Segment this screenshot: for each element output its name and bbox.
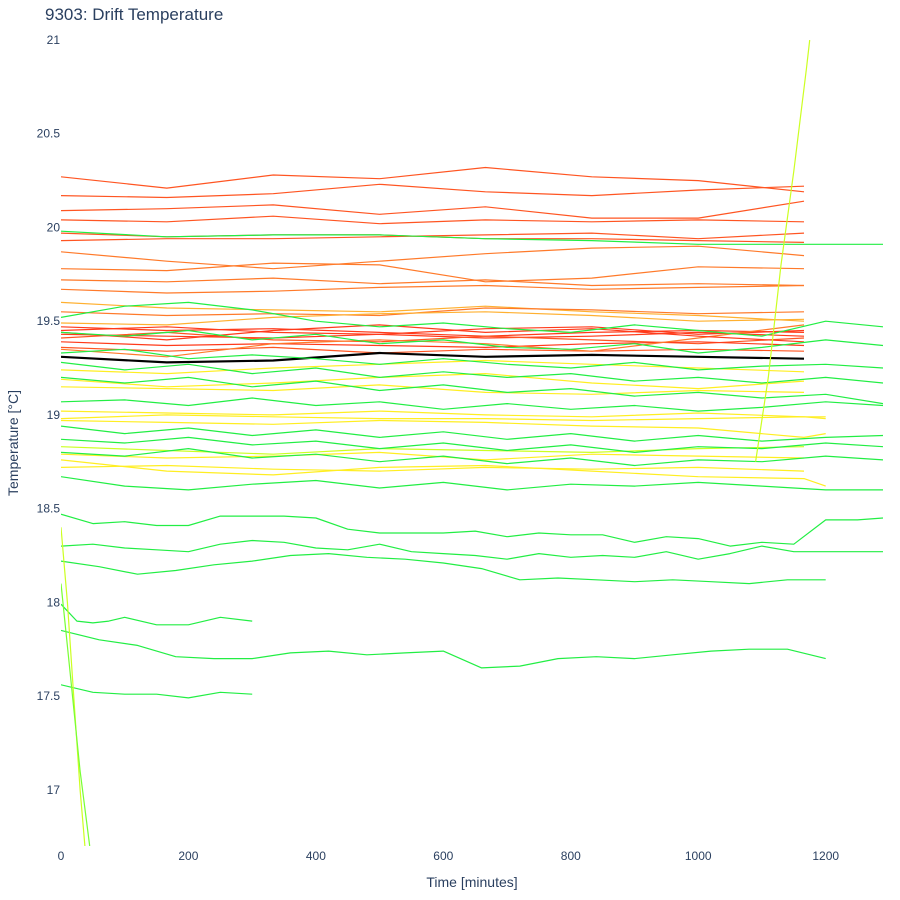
series-line-11 bbox=[61, 301, 805, 322]
x-tick-label: 1000 bbox=[685, 849, 712, 863]
series-line-42 bbox=[61, 448, 883, 467]
series-line-33 bbox=[61, 230, 883, 245]
series-line-22 bbox=[61, 351, 805, 364]
series-line-35 bbox=[61, 329, 883, 354]
y-axis-ticks: 17 17.5 18 18.5 19 19.5 20 20.5 21 bbox=[37, 33, 61, 797]
series-line-20 bbox=[61, 324, 805, 343]
series-line-48 bbox=[61, 629, 826, 669]
series-line-19 bbox=[61, 324, 805, 358]
series-line-34 bbox=[61, 301, 883, 337]
series-line-28 bbox=[61, 419, 826, 438]
series-line-12 bbox=[61, 307, 805, 317]
series-line-51 bbox=[61, 583, 91, 846]
series-line-4 bbox=[61, 215, 805, 225]
series-line-40 bbox=[61, 425, 883, 442]
series-line-39 bbox=[61, 397, 883, 412]
plot-area bbox=[61, 40, 883, 846]
series-line-43 bbox=[61, 476, 883, 491]
y-axis-label: Temperature [°C] bbox=[5, 390, 21, 496]
series-line-30 bbox=[61, 464, 805, 472]
series-line-37 bbox=[61, 361, 883, 384]
series-line-44 bbox=[61, 513, 883, 547]
series-line-49 bbox=[61, 684, 253, 699]
series-line-9 bbox=[61, 277, 805, 287]
series-line-15 bbox=[61, 331, 805, 339]
y-tick-label: 21 bbox=[47, 33, 61, 47]
series-line-18 bbox=[61, 346, 805, 354]
series-line-31 bbox=[61, 446, 805, 455]
chart-title: 9303: Drift Temperature bbox=[45, 5, 223, 24]
series-line-41 bbox=[61, 436, 883, 453]
series-line-25 bbox=[61, 384, 805, 395]
series-line-21 bbox=[61, 311, 805, 326]
series-line-3 bbox=[61, 200, 805, 219]
x-tick-label: 600 bbox=[433, 849, 453, 863]
x-tick-label: 200 bbox=[178, 849, 198, 863]
y-tick-label: 18 bbox=[47, 595, 61, 609]
series-line-7 bbox=[61, 245, 805, 270]
series-line-38 bbox=[61, 376, 883, 405]
series-line-5 bbox=[61, 232, 805, 243]
series-layer bbox=[61, 40, 883, 846]
series-line-8 bbox=[61, 262, 805, 283]
series-line-6 bbox=[61, 232, 805, 242]
series-line-29 bbox=[61, 451, 805, 461]
y-tick-label: 17.5 bbox=[37, 689, 61, 703]
x-tick-label: 800 bbox=[561, 849, 581, 863]
series-line-10 bbox=[61, 284, 805, 294]
series-line-52 bbox=[755, 40, 811, 462]
y-tick-label: 18.5 bbox=[37, 502, 61, 516]
y-tick-label: 20.5 bbox=[37, 127, 61, 141]
series-line-1 bbox=[61, 166, 805, 193]
series-line-16 bbox=[61, 331, 805, 345]
series-line-27 bbox=[61, 414, 826, 422]
series-line-17 bbox=[61, 341, 805, 348]
x-axis-label: Time [minutes] bbox=[426, 874, 517, 890]
y-tick-label: 19.5 bbox=[37, 314, 61, 328]
series-line-24 bbox=[61, 373, 805, 390]
series-line-2 bbox=[61, 183, 805, 199]
series-line-46 bbox=[61, 553, 826, 585]
x-axis-ticks: 0 200 400 600 800 1000 1200 bbox=[58, 849, 840, 863]
series-line-36 bbox=[61, 348, 883, 371]
y-tick-label: 19 bbox=[47, 408, 61, 422]
series-line-47 bbox=[61, 603, 253, 626]
series-line-45 bbox=[61, 539, 883, 560]
x-tick-label: 400 bbox=[306, 849, 326, 863]
x-tick-label: 1200 bbox=[812, 849, 839, 863]
series-line-13 bbox=[61, 326, 805, 337]
y-tick-label: 17 bbox=[47, 783, 61, 797]
y-tick-label: 20 bbox=[47, 220, 61, 234]
x-tick-label: 0 bbox=[58, 849, 65, 863]
series-line-32 bbox=[61, 459, 826, 487]
series-line-26 bbox=[61, 410, 826, 418]
series-line-50 bbox=[61, 527, 86, 846]
